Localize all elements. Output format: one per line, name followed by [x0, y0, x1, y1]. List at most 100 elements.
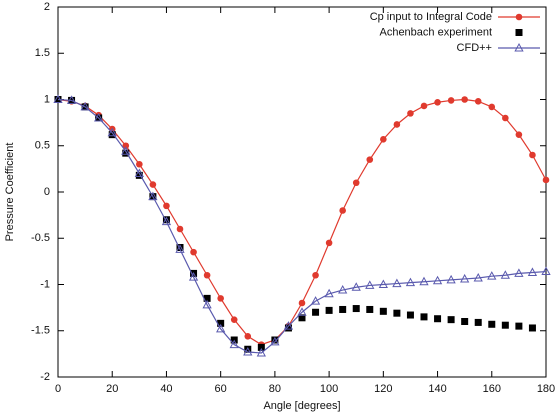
marker — [473, 272, 483, 282]
marker — [527, 267, 538, 276]
marker — [406, 311, 414, 319]
legend-label: Achenbach experiment — [379, 26, 492, 38]
y-axis-label: Pressure Coefficient — [4, 143, 16, 242]
marker — [434, 98, 441, 106]
x-tick-label: 120 — [374, 383, 392, 395]
marker — [66, 95, 77, 104]
marker — [502, 114, 509, 122]
marker — [420, 313, 428, 321]
marker — [229, 339, 239, 349]
marker — [366, 305, 374, 313]
marker — [461, 96, 468, 103]
marker — [325, 306, 333, 314]
marker — [500, 270, 510, 279]
marker — [393, 121, 401, 128]
x-tick-label: 160 — [483, 383, 501, 395]
marker — [244, 333, 252, 340]
marker — [217, 319, 225, 327]
marker — [122, 142, 130, 150]
marker — [257, 343, 265, 351]
y-tick-label: -0.5 — [31, 232, 50, 244]
marker — [460, 273, 470, 283]
marker — [419, 276, 429, 286]
marker — [515, 322, 523, 330]
marker — [176, 244, 184, 251]
marker — [339, 305, 347, 313]
marker — [80, 101, 90, 111]
x-tick-label: 180 — [537, 383, 555, 395]
y-tick-label: 1 — [44, 93, 50, 105]
marker — [380, 135, 387, 143]
marker — [161, 216, 172, 226]
marker — [541, 266, 551, 276]
legend-label: CFD++ — [457, 42, 492, 54]
marker — [298, 299, 306, 307]
marker — [528, 324, 536, 332]
marker — [216, 323, 226, 333]
marker — [432, 275, 443, 285]
marker — [190, 248, 197, 256]
x-tick-label: 0 — [55, 383, 61, 395]
marker — [420, 102, 428, 110]
legend-marker — [515, 29, 523, 36]
marker — [217, 295, 224, 302]
y-tick-label: 0 — [44, 186, 50, 198]
marker — [163, 202, 170, 210]
x-tick-label: 100 — [320, 383, 338, 395]
marker — [136, 160, 143, 168]
marker — [393, 309, 401, 317]
marker — [149, 181, 157, 188]
series-line — [57, 98, 547, 354]
marker — [366, 156, 374, 163]
marker — [148, 191, 158, 201]
marker — [256, 347, 266, 357]
marker — [488, 320, 496, 328]
marker — [108, 131, 116, 139]
x-tick-label: 60 — [215, 383, 227, 395]
marker — [351, 282, 361, 291]
marker — [447, 316, 455, 324]
marker — [501, 321, 509, 329]
marker — [324, 288, 334, 298]
legend-marker — [514, 42, 524, 52]
x-tick-label: 40 — [160, 383, 172, 395]
x-tick-label: 80 — [269, 383, 281, 395]
y-tick-label: -2 — [40, 371, 50, 383]
marker — [283, 321, 294, 330]
marker — [203, 271, 211, 279]
marker — [134, 168, 144, 177]
y-tick-label: 1.5 — [35, 47, 50, 59]
plot-frame — [57, 6, 547, 378]
marker — [297, 307, 307, 316]
marker — [515, 131, 523, 138]
marker — [392, 278, 402, 288]
marker — [365, 280, 375, 289]
marker — [514, 268, 524, 277]
marker — [271, 336, 279, 344]
marker — [339, 207, 346, 214]
marker — [407, 110, 414, 117]
marker — [94, 112, 104, 122]
marker — [461, 318, 469, 325]
marker — [434, 315, 442, 323]
marker — [312, 308, 320, 316]
marker — [202, 299, 212, 309]
marker — [243, 346, 253, 356]
x-tick-label: 20 — [106, 383, 118, 395]
marker — [244, 345, 252, 353]
marker — [447, 97, 455, 104]
legend-label: Cp input to Integral Code — [370, 11, 492, 23]
x-tick-label: 140 — [428, 383, 446, 395]
marker — [230, 316, 238, 323]
marker — [312, 271, 319, 279]
marker — [203, 294, 211, 302]
y-tick-label: -1 — [40, 278, 50, 290]
marker — [122, 149, 130, 157]
y-tick-label: 0.5 — [35, 140, 50, 152]
marker — [474, 318, 482, 326]
marker — [379, 307, 387, 315]
legend-marker — [515, 13, 523, 21]
marker — [298, 314, 306, 322]
marker — [446, 274, 456, 284]
